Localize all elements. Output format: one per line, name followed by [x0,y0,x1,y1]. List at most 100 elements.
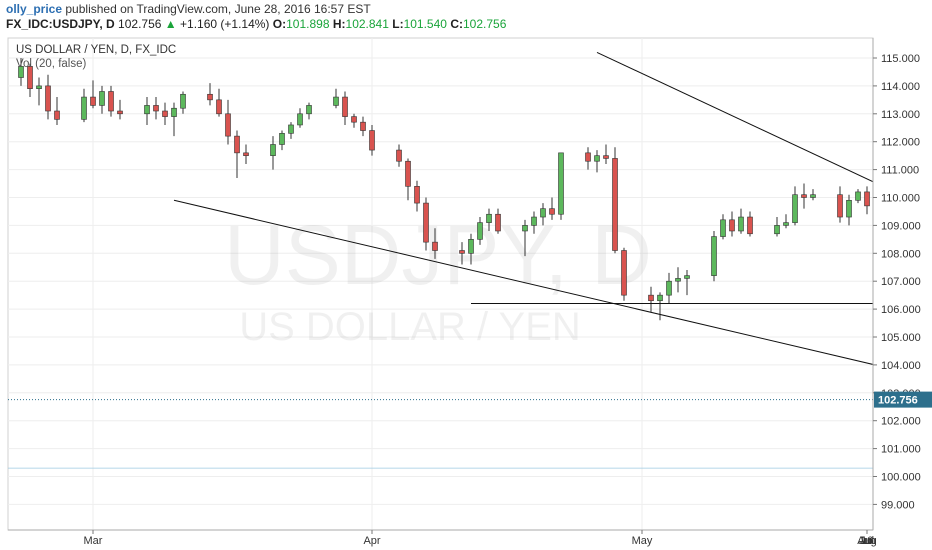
candle-down [603,155,609,159]
candle-up [558,152,564,215]
price-tick-label: 115.000 [881,53,920,65]
author-link[interactable]: olly_price [6,2,63,16]
published-text: published on TradingView.com, June 28, 2… [65,2,371,16]
price-tick-label: 99.000 [881,499,915,511]
trendlines[interactable] [173,51,932,479]
candle-down [405,160,411,187]
position-zones[interactable] [8,304,932,469]
quote-line: FX_IDC:USDJPY, D 102.756 ▲ +1.160 (+1.14… [6,17,506,31]
candle-up [711,236,717,276]
price-tick-label: 101.000 [881,444,921,456]
time-tick-label: Jul [860,535,874,547]
candle-down [369,130,375,151]
candle-down [342,96,348,117]
plot-frame [7,37,874,531]
candle-up [792,194,798,223]
time-tick-label: Jun [858,535,876,547]
open-value: 101.898 [286,17,330,31]
candle-up [171,107,177,117]
candle-up [468,239,474,254]
axes: 115.000 114.000 113.000 112.000 111.000 110.0… [8,38,932,547]
candle-down [90,96,96,106]
candle-down [45,85,51,112]
candle-up [18,66,24,78]
candle-up [783,222,789,226]
price-axis-bg [873,38,932,530]
price-tick-label: 106.000 [881,304,921,316]
candle-down [585,152,591,162]
candle-up [81,96,87,120]
candle-up [486,213,492,223]
publish-line: olly_price published on TradingView.com,… [6,2,371,16]
candle-up [288,124,294,134]
last-price-badge [874,391,932,408]
candle-down [27,66,33,89]
time-tick-label: Mar [84,535,103,547]
candle-up [540,208,546,218]
candle-up [99,91,105,106]
high-value: 102.841 [345,17,389,31]
candle-down [162,110,168,117]
candle-up [531,216,537,226]
price-tick-label: 100.000 [881,472,921,484]
candle-up [657,294,663,302]
change-value: +1.160 (+1.14%) [180,17,270,31]
time-tick-label: Apr [363,535,380,547]
legend-title: US DOLLAR / YEN, D, FX_IDC [16,44,176,56]
candle-up [720,219,726,237]
candle-down [801,194,807,198]
price-tick-label: 105.000 [881,332,921,344]
upper-trendline[interactable] [596,51,932,431]
candle-down [243,152,249,156]
candle-down [108,91,114,112]
candle-up [144,105,150,115]
price-tick-label: 110.000 [881,193,920,205]
candle-up [279,133,285,145]
candle-up [855,191,861,201]
low-value: 101.540 [403,17,447,31]
close-value: 102.756 [462,17,507,31]
lower-trendline[interactable] [173,199,932,479]
candle-down [414,186,420,204]
watermark: USDJPY, D US DOLLAR / YEN [224,208,652,349]
time-tick-label: May [632,535,653,547]
candle-down [864,191,870,207]
candle-down [54,110,60,120]
candle-up [270,144,276,156]
price-tick-label: 109.000 [881,220,921,232]
candle-down [423,202,429,243]
price-tick-label: 111.000 [881,165,919,177]
open-label: O: [272,17,287,31]
candle-down [495,213,501,232]
candle-up [297,113,303,126]
candle-up [738,216,744,232]
candle-up [675,278,681,282]
time-tick-label: Aug [857,535,877,547]
plot-background [7,37,874,531]
candle-down [351,116,357,123]
candle-down [207,93,213,101]
candle-up [180,93,186,109]
candle-up [810,194,816,198]
chart-header: olly_price published on TradingView.com,… [0,0,932,34]
candle-up [36,85,42,89]
time-tick-label: 16 [861,535,873,547]
high-label: H: [332,17,346,31]
candle-up [666,280,672,296]
price-tick-label: 102.000 [881,416,921,428]
watermark-sub: US DOLLAR / YEN [239,305,581,349]
last-price-label: 102.756 [878,395,918,407]
candle-down [117,110,123,115]
candle-down [747,216,753,235]
chart-legend: US DOLLAR / YEN, D, FX_IDC Vol (20, fals… [16,44,176,70]
candle-down [360,121,366,131]
candle-down [216,99,222,115]
price-tick-label: 112.000 [881,137,920,149]
price-tick-label: 108.000 [881,248,921,260]
up-arrow-icon: ▲ [164,17,177,31]
candle-up [477,222,483,240]
price-tick-label: 114.000 [881,81,920,93]
watermark-main: USDJPY, D [224,208,652,302]
last-price: 102.756 [118,17,162,31]
